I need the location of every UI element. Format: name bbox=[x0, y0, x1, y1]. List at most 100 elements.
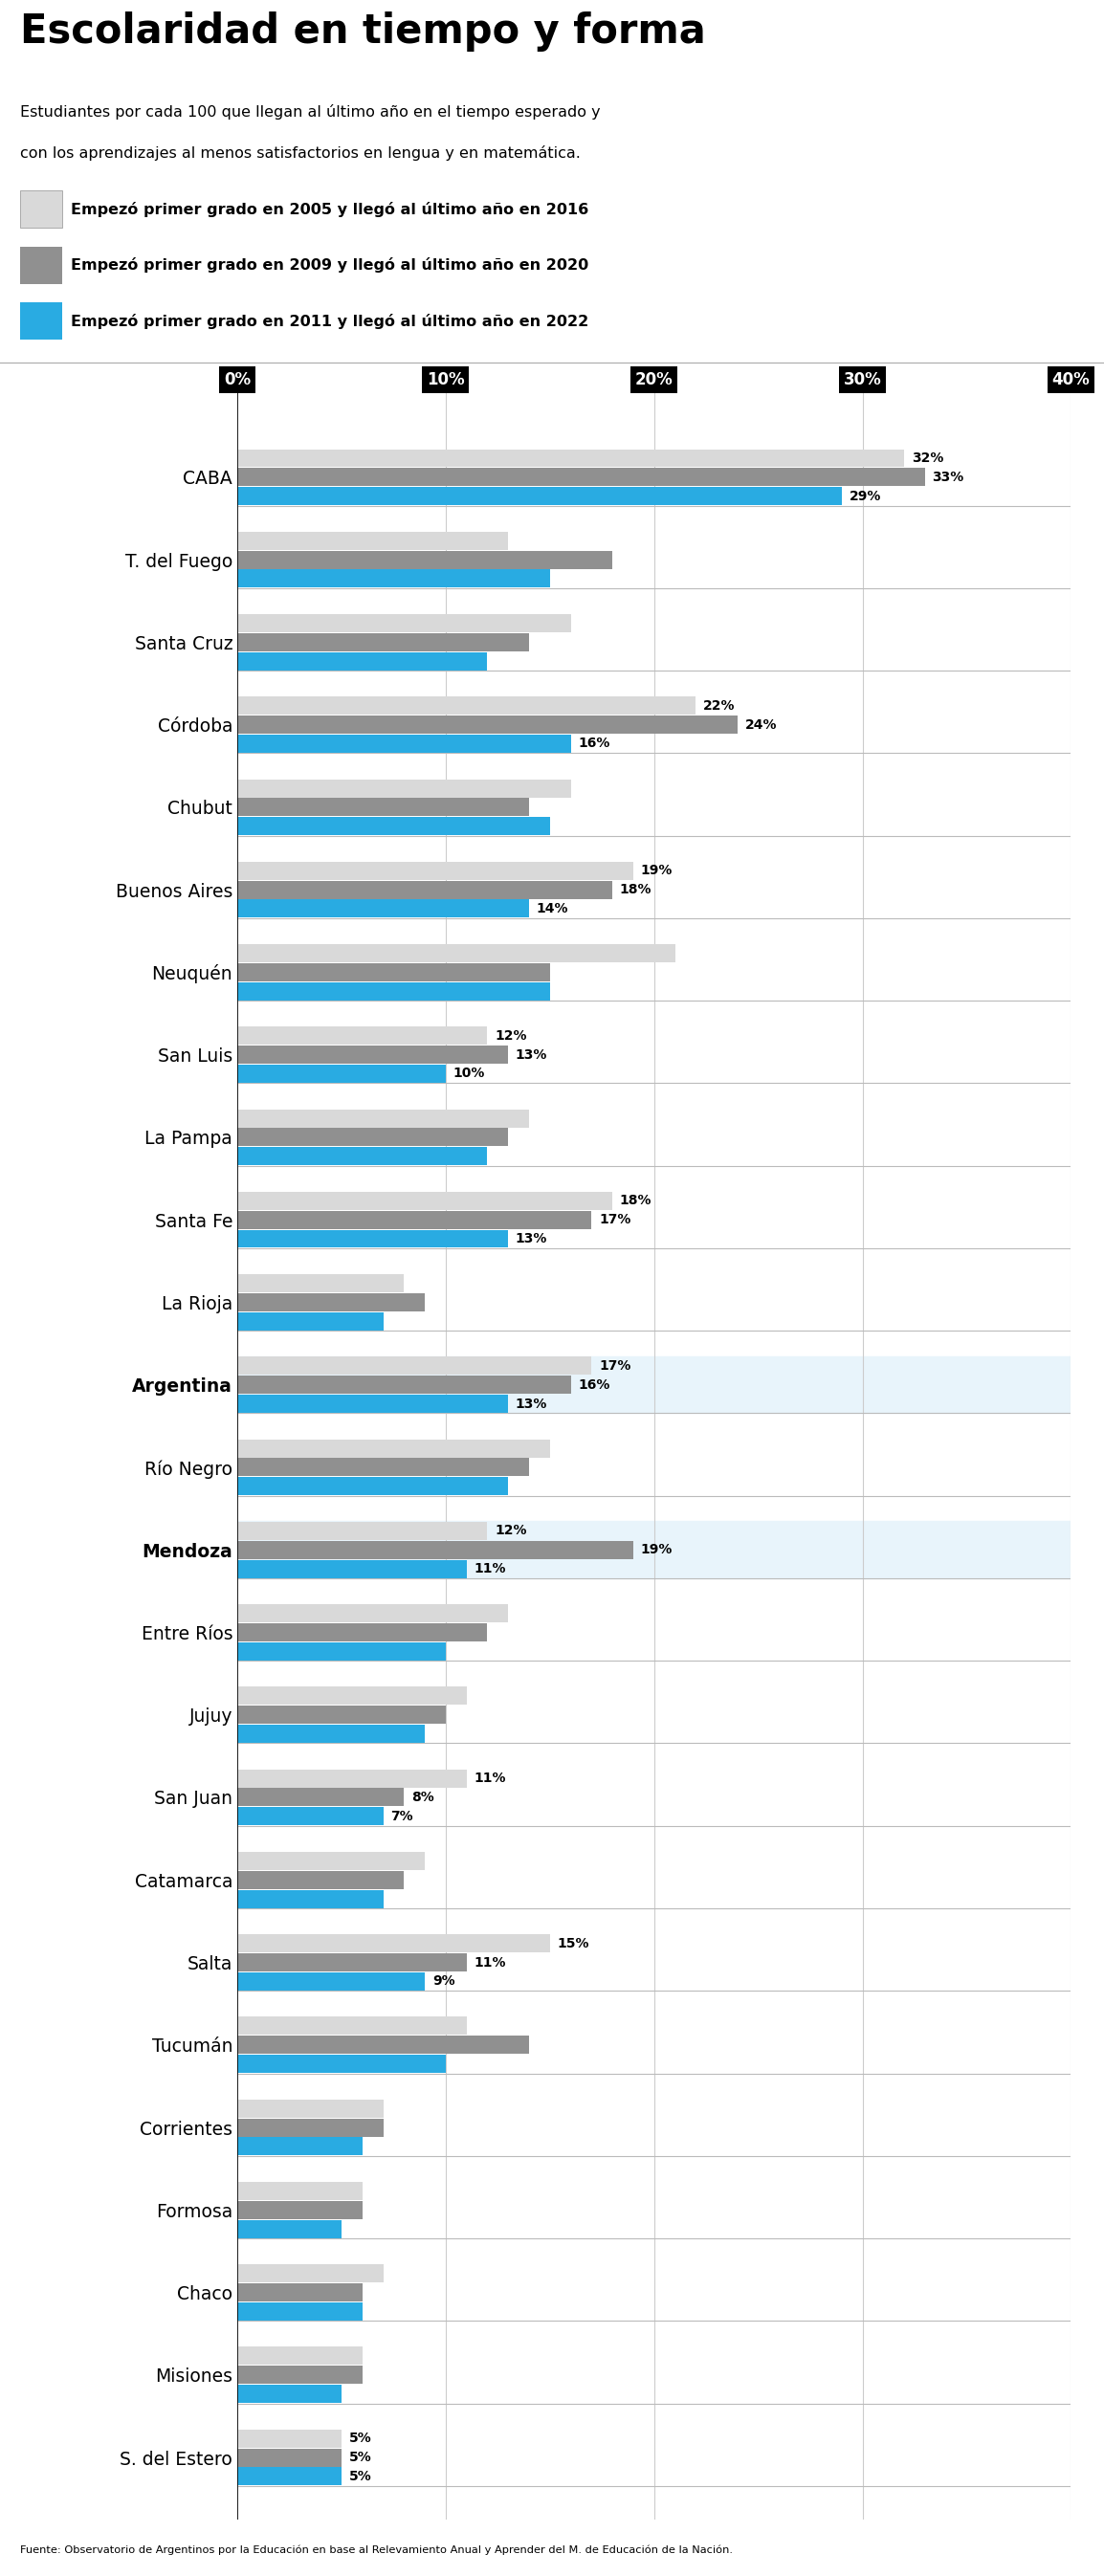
Bar bbox=[237, 1788, 404, 1806]
Bar bbox=[237, 2365, 362, 2383]
Text: 8%: 8% bbox=[412, 1790, 434, 1803]
Bar bbox=[237, 2099, 383, 2117]
Text: 7%: 7% bbox=[391, 1808, 413, 1824]
Bar bbox=[237, 2468, 341, 2486]
Bar bbox=[237, 1623, 487, 1641]
Bar bbox=[237, 1311, 383, 1329]
Bar bbox=[237, 1128, 508, 1146]
Text: Fuente: Observatorio de Argentinos por la Educación en base al Relevamiento Anua: Fuente: Observatorio de Argentinos por l… bbox=[20, 2545, 733, 2555]
Bar bbox=[237, 1953, 467, 1971]
Text: 32%: 32% bbox=[912, 451, 944, 464]
Bar bbox=[237, 2221, 341, 2239]
Bar bbox=[237, 1229, 508, 1247]
Text: 13%: 13% bbox=[516, 1396, 548, 1412]
Bar bbox=[237, 1275, 404, 1293]
Text: 20%: 20% bbox=[635, 371, 673, 389]
Text: 30%: 30% bbox=[843, 371, 881, 389]
Bar bbox=[237, 1293, 425, 1311]
Text: 24%: 24% bbox=[745, 719, 777, 732]
Bar bbox=[237, 448, 904, 466]
Bar bbox=[237, 1358, 592, 1376]
Bar bbox=[237, 1046, 508, 1064]
FancyBboxPatch shape bbox=[20, 247, 62, 283]
Bar bbox=[237, 1705, 446, 1723]
Bar bbox=[237, 716, 737, 734]
Bar bbox=[237, 2282, 362, 2300]
Bar bbox=[237, 860, 634, 881]
Bar bbox=[237, 469, 925, 487]
Bar bbox=[237, 696, 696, 714]
Text: 22%: 22% bbox=[703, 698, 735, 714]
Text: 5%: 5% bbox=[349, 2432, 372, 2445]
Text: 17%: 17% bbox=[598, 1213, 630, 1226]
Text: 19%: 19% bbox=[640, 1543, 672, 1556]
Text: 11%: 11% bbox=[474, 1955, 506, 1968]
Text: 13%: 13% bbox=[516, 1048, 548, 1061]
Text: 33%: 33% bbox=[932, 471, 964, 484]
Bar bbox=[237, 1440, 550, 1458]
Bar bbox=[237, 1870, 404, 1888]
Text: 19%: 19% bbox=[640, 863, 672, 878]
Bar bbox=[237, 1193, 613, 1211]
Bar bbox=[237, 613, 571, 631]
Text: Empezó primer grado en 2005 y llegó al último año en 2016: Empezó primer grado en 2005 y llegó al ú… bbox=[71, 201, 588, 216]
Bar bbox=[237, 963, 550, 981]
Text: 12%: 12% bbox=[495, 1028, 527, 1043]
Bar bbox=[237, 2182, 362, 2200]
Bar bbox=[237, 1540, 634, 1558]
Text: 15%: 15% bbox=[558, 1937, 590, 1950]
Text: 18%: 18% bbox=[619, 1195, 651, 1208]
Text: 0%: 0% bbox=[224, 371, 251, 389]
Bar bbox=[237, 1064, 446, 1082]
Bar bbox=[237, 569, 550, 587]
Bar bbox=[237, 487, 841, 505]
Bar bbox=[237, 652, 487, 670]
Text: 16%: 16% bbox=[578, 737, 611, 750]
Bar bbox=[237, 778, 571, 799]
Text: con los aprendizajes al menos satisfactorios en lengua y en matemática.: con los aprendizajes al menos satisfacto… bbox=[20, 147, 581, 160]
Text: 10%: 10% bbox=[427, 371, 465, 389]
Bar bbox=[237, 1770, 467, 1788]
Bar bbox=[237, 2385, 341, 2403]
Bar bbox=[237, 881, 613, 899]
Bar bbox=[237, 1458, 529, 1476]
Bar bbox=[237, 1358, 1071, 1414]
Text: 12%: 12% bbox=[495, 1525, 527, 1538]
Bar bbox=[237, 1558, 467, 1579]
Bar bbox=[237, 1110, 529, 1128]
Bar bbox=[237, 1808, 383, 1826]
Text: 10%: 10% bbox=[453, 1066, 485, 1079]
Bar bbox=[237, 1935, 550, 1953]
Text: Empezó primer grado en 2009 y llegó al último año en 2020: Empezó primer grado en 2009 y llegó al ú… bbox=[71, 258, 588, 273]
Text: 11%: 11% bbox=[474, 1772, 506, 1785]
Bar bbox=[237, 2117, 383, 2136]
Bar bbox=[237, 2056, 446, 2074]
Text: 14%: 14% bbox=[537, 902, 569, 914]
Bar bbox=[237, 531, 508, 549]
Bar bbox=[237, 1852, 425, 1870]
Bar bbox=[237, 817, 550, 835]
Bar bbox=[237, 981, 550, 999]
Bar bbox=[237, 1605, 508, 1623]
Bar bbox=[237, 2303, 362, 2321]
Bar bbox=[237, 1726, 425, 1744]
Text: Empezó primer grado en 2011 y llegó al último año en 2022: Empezó primer grado en 2011 y llegó al ú… bbox=[71, 314, 588, 330]
Bar bbox=[237, 799, 529, 817]
Text: 5%: 5% bbox=[349, 2470, 372, 2483]
Bar bbox=[237, 1891, 383, 1909]
Bar bbox=[237, 734, 571, 752]
Text: 18%: 18% bbox=[619, 884, 651, 896]
Bar bbox=[237, 1687, 467, 1705]
Text: 29%: 29% bbox=[849, 489, 881, 502]
Bar bbox=[237, 551, 613, 569]
Bar bbox=[237, 2264, 383, 2282]
Bar bbox=[237, 634, 529, 652]
Bar bbox=[237, 2138, 362, 2156]
Bar bbox=[237, 1028, 487, 1046]
Bar bbox=[237, 1643, 446, 1662]
Bar bbox=[237, 2017, 467, 2035]
Text: 11%: 11% bbox=[474, 1561, 506, 1577]
Bar bbox=[237, 1522, 1071, 1579]
Bar bbox=[237, 2347, 362, 2365]
Bar bbox=[237, 899, 529, 917]
